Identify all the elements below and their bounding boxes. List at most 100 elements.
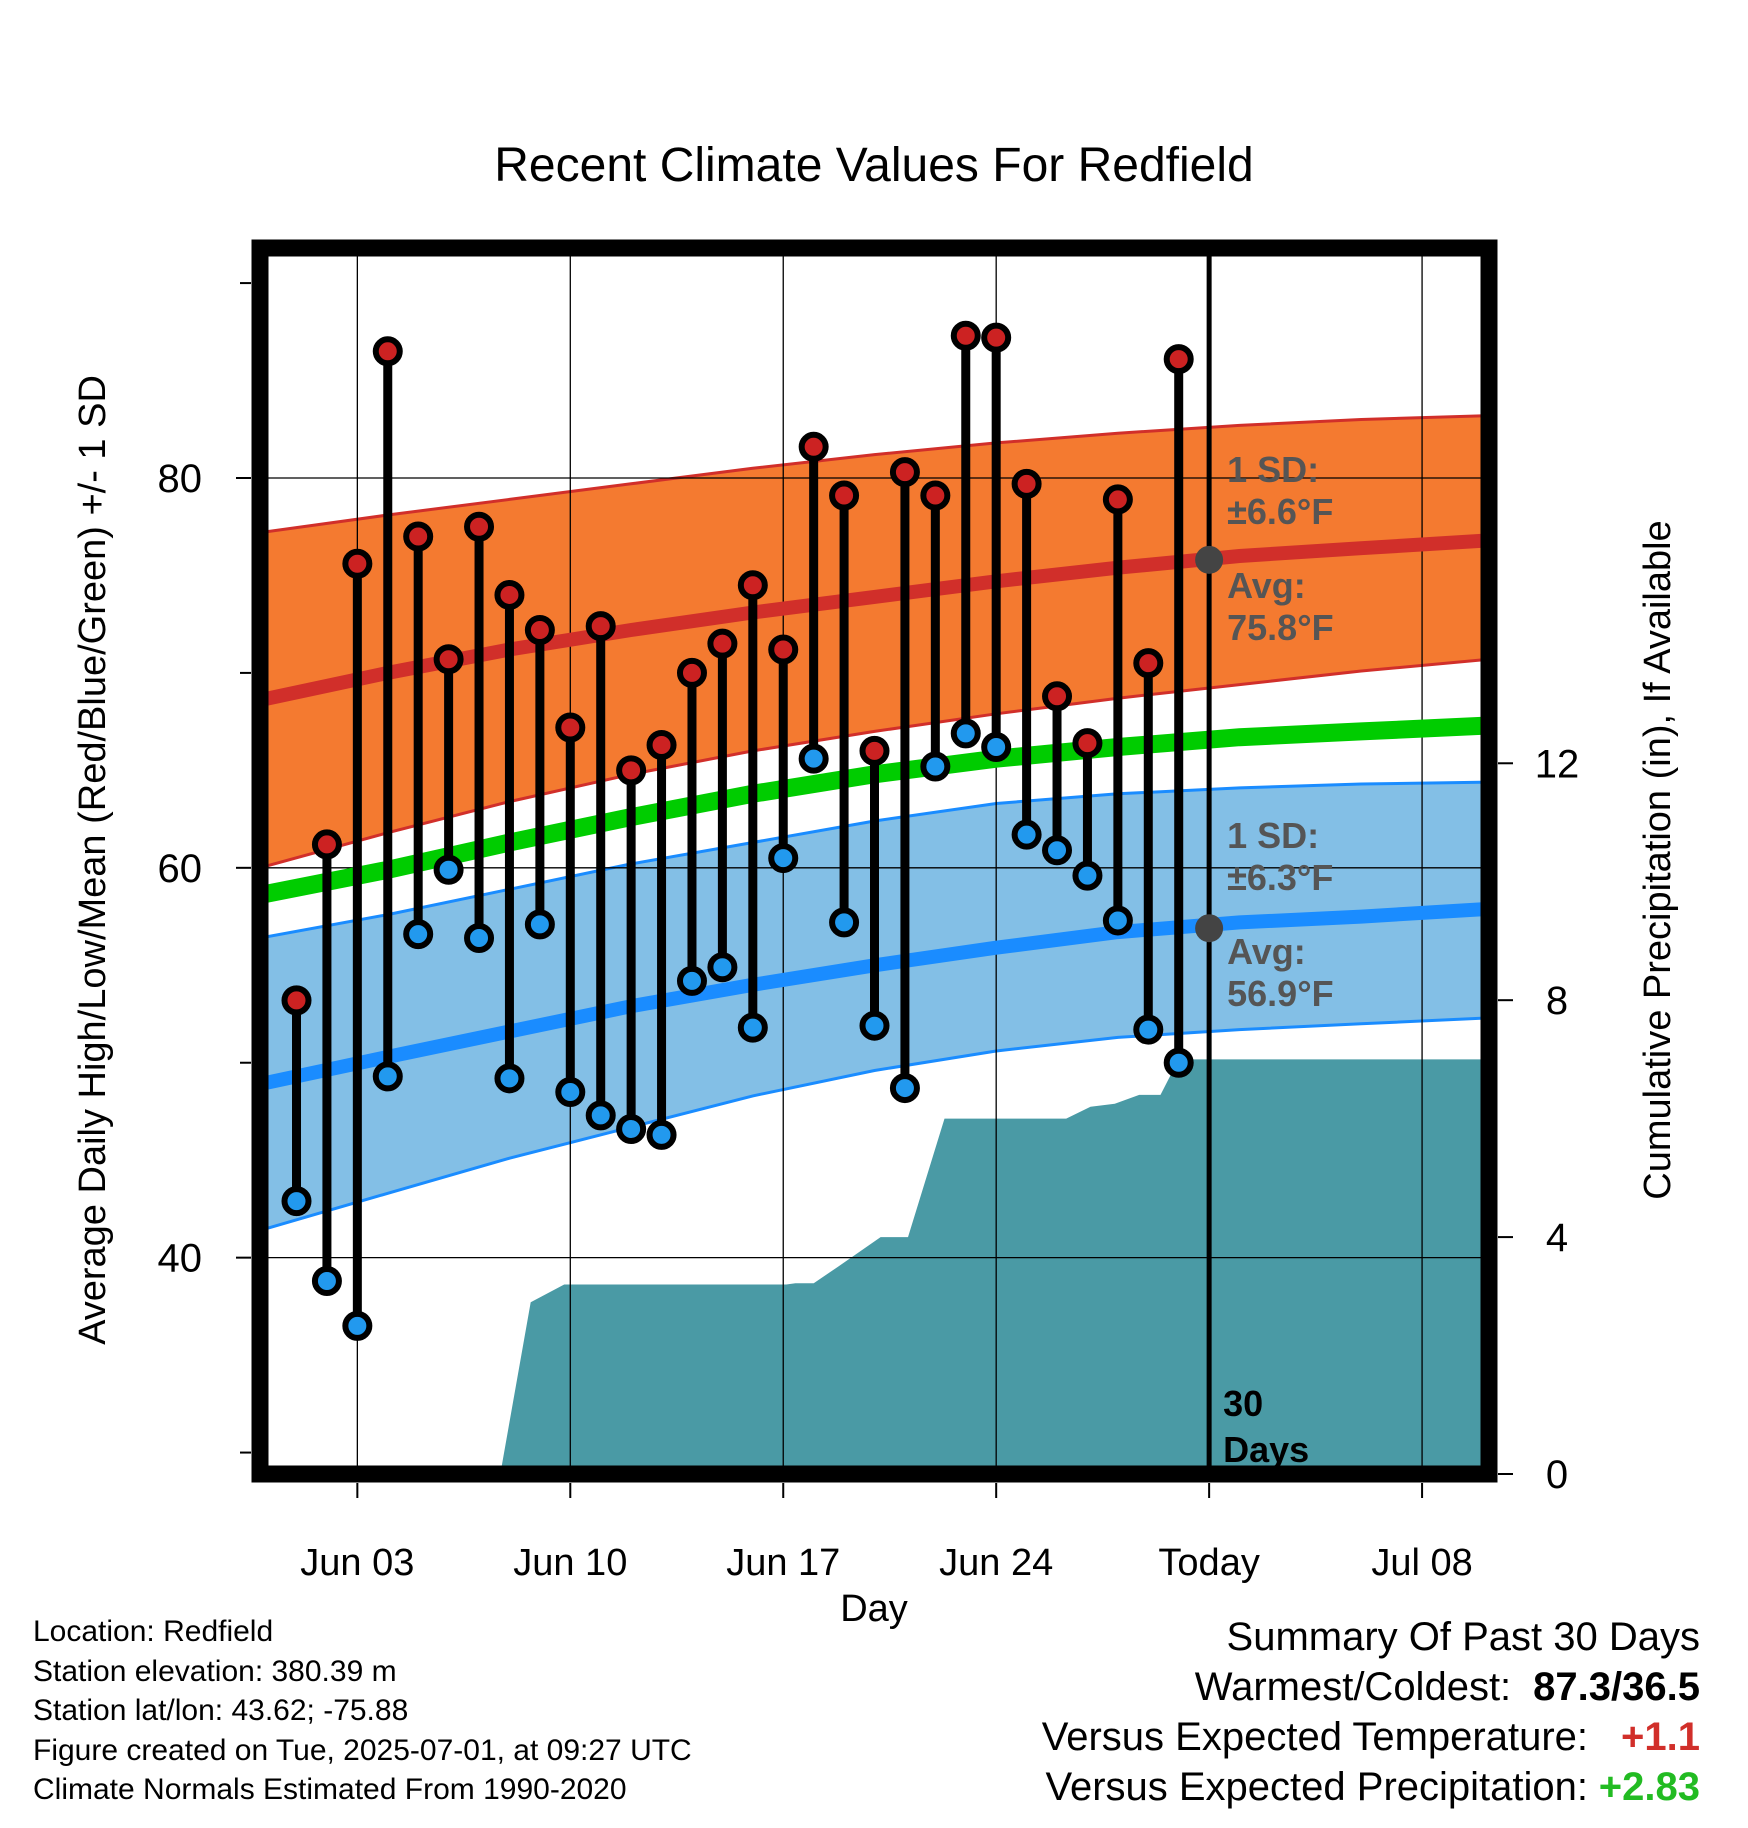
low-point	[433, 854, 464, 885]
summary-panel: Summary Of Past 30 Days Warmest/Coldest:…	[1042, 1612, 1700, 1812]
low-point	[494, 1063, 525, 1094]
low-point	[372, 1061, 403, 1092]
high-point	[1011, 468, 1042, 499]
chart-title: Recent Climate Values For Redfield	[494, 139, 1253, 192]
high-point	[616, 755, 647, 786]
y-tick-label: 80	[158, 457, 203, 501]
low-point	[1072, 860, 1103, 891]
high-point	[494, 579, 525, 610]
low-point	[707, 952, 738, 983]
x-tick-label: Jul 08	[1371, 1542, 1472, 1584]
low-point	[616, 1114, 647, 1145]
summary-heading: Summary Of Past 30 Days	[1226, 1615, 1700, 1659]
high-point	[798, 431, 829, 462]
low-point	[737, 1012, 768, 1043]
low-point	[1011, 819, 1042, 850]
low-sd-annotation: 1 SD: ±6.3°F	[1227, 815, 1333, 898]
plot-frame	[251, 239, 1498, 1483]
low-point	[524, 909, 555, 940]
high-point	[707, 628, 738, 659]
low-point	[342, 1310, 373, 1341]
low-point	[768, 843, 799, 874]
y2-tick-label: 12	[1535, 742, 1580, 786]
high-point	[433, 644, 464, 675]
axes: Jun 03 Jun 10 Jun 17 Jun 24 Today Jul 0840608…	[158, 282, 1580, 1584]
summary-precip: Versus Expected Precipitation: +2.83	[1042, 1762, 1700, 1812]
high-point	[524, 615, 555, 646]
low-point	[676, 965, 707, 996]
high-point	[585, 611, 616, 642]
station-location: Location: Redfield	[33, 1615, 274, 1648]
high-point	[372, 336, 403, 367]
low-point	[1042, 835, 1073, 866]
normals-period: Climate Normals Estimated From 1990-2020	[33, 1773, 627, 1806]
x-tick-label: Today	[1158, 1542, 1259, 1584]
low-point	[585, 1100, 616, 1131]
x-tick-label: Jun 03	[300, 1542, 414, 1584]
normal-high-upper-line	[260, 414, 1489, 535]
precip-area	[500, 1059, 1489, 1474]
precip-value: +2.83	[1598, 1765, 1700, 1809]
low-point	[859, 1010, 890, 1041]
high-point	[403, 521, 434, 552]
low-point	[311, 1266, 342, 1297]
figure-created: Figure created on Tue, 2025-07-01, at 09…	[33, 1733, 692, 1767]
high-point	[555, 712, 586, 743]
y2-tick-label: 4	[1546, 1216, 1568, 1260]
precip-label: Versus Expected Precipitation:	[1045, 1765, 1588, 1809]
low-point	[889, 1073, 920, 1104]
high-point	[981, 322, 1012, 353]
y-tick-label: 60	[158, 847, 203, 891]
temp-label: Versus Expected Temperature:	[1041, 1715, 1588, 1759]
high-point	[1042, 681, 1073, 712]
summary-warm-cold: Warmest/Coldest: 87.3/36.5	[1042, 1662, 1700, 1712]
y-tick-label: 40	[158, 1237, 203, 1281]
station-latlon: Station lat/lon: 43.62; -75.88	[33, 1694, 409, 1727]
low-point	[950, 718, 981, 749]
high-point	[464, 511, 495, 542]
low-point	[464, 922, 495, 953]
high-point	[889, 457, 920, 488]
x-tick-label: Jun 10	[513, 1542, 627, 1584]
high-point	[737, 570, 768, 601]
low-point	[920, 751, 951, 782]
high-point	[646, 730, 677, 761]
high-point	[1133, 648, 1164, 679]
temp-value: +1.1	[1621, 1715, 1700, 1759]
warm-cold-label: Warmest/Coldest:	[1194, 1665, 1512, 1709]
low-point	[1163, 1047, 1194, 1078]
warm-cold-value: 87.3/36.5	[1533, 1665, 1700, 1709]
today-low-avg-marker	[1195, 914, 1224, 943]
low-point	[646, 1119, 677, 1150]
normal-low-lower-line	[260, 1016, 1489, 1232]
normal-high-lower-line	[260, 657, 1489, 870]
summary-temp: Versus Expected Temperature: +1.1	[1042, 1712, 1700, 1762]
low-point	[1102, 905, 1133, 936]
high-point	[859, 735, 890, 766]
x-tick-label: Jun 24	[939, 1542, 1053, 1584]
low-point	[798, 743, 829, 774]
days-annotation: 30 Days	[1223, 1383, 1309, 1470]
high-point	[1163, 344, 1194, 375]
low-point	[281, 1186, 312, 1217]
station-elevation: Station elevation: 380.39 m	[33, 1654, 397, 1688]
high-point	[342, 548, 373, 579]
overlay-layer: 1 SD: ±6.6°F Avg: 75.8°F 1 SD: ±6.3°F Avg: 56.9…	[281, 248, 1334, 1474]
y2-tick-label: 8	[1546, 979, 1568, 1023]
high-point	[950, 320, 981, 351]
high-point	[1072, 728, 1103, 759]
high-point	[829, 480, 860, 511]
low-point	[981, 731, 1012, 762]
low-point	[555, 1076, 586, 1107]
y2-axis-label: Cumulative Precipitation (in), If Availa…	[1637, 520, 1679, 1199]
high-point	[920, 480, 951, 511]
high-point	[768, 634, 799, 665]
y2-tick-label: 0	[1546, 1453, 1568, 1497]
today-high-avg-marker	[1195, 545, 1224, 574]
x-axis-label: Day	[840, 1588, 908, 1630]
low-point	[403, 919, 434, 950]
high-point	[676, 657, 707, 688]
low-point	[1133, 1014, 1164, 1045]
high-point	[311, 829, 342, 860]
